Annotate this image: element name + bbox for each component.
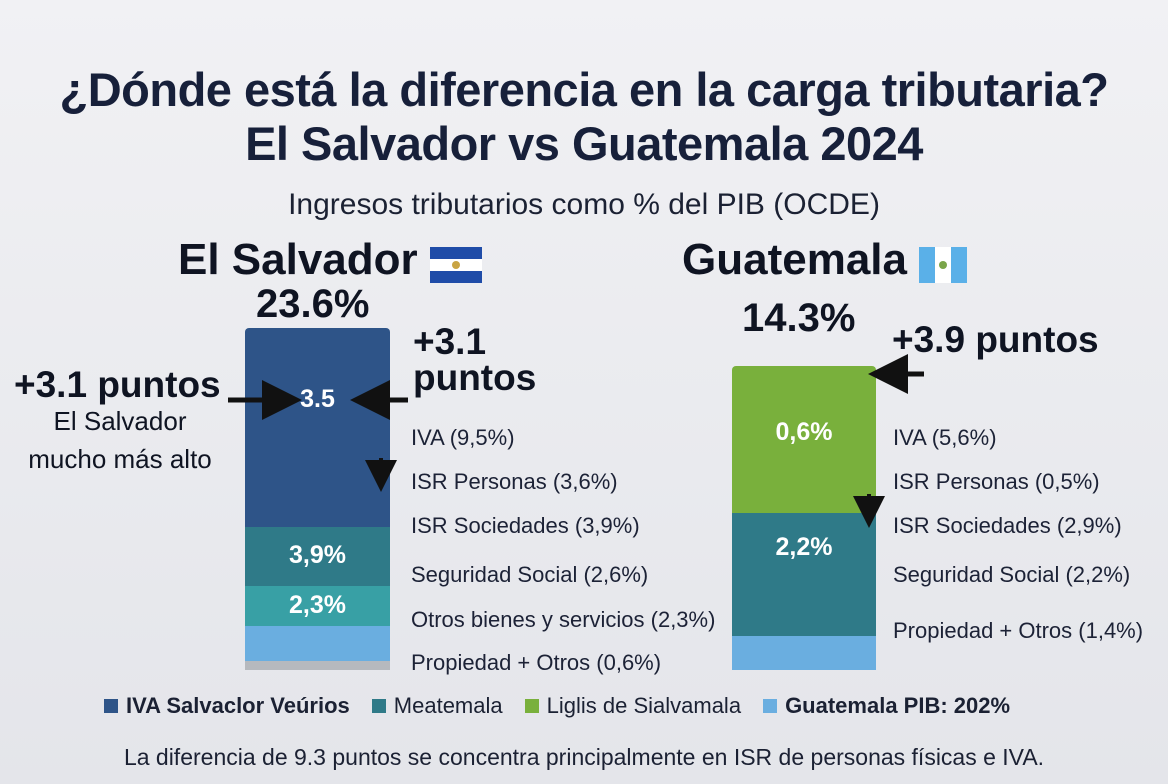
category-label: ISR Sociedades (3,9%)	[411, 513, 640, 538]
country-name-guatemala: Guatemala	[682, 235, 968, 285]
legend-label: IVA Salvaclor Veúrios	[126, 693, 350, 718]
category-label: ISR Personas (0,5%)	[893, 469, 1100, 494]
legend-item: Meatemala	[371, 693, 503, 719]
country-label-el-salvador: El Salvador	[178, 235, 418, 284]
annotation-left-text-2: mucho más alto	[28, 444, 212, 474]
total-el-salvador: 23.6%	[256, 282, 370, 326]
category-label: Seguridad Social (2,2%)	[893, 562, 1131, 587]
bar-segment	[245, 660, 390, 670]
category-label: IVA (9,5%)	[411, 425, 515, 450]
bar-segment: 0,6%	[732, 365, 876, 502]
guatemala-flag-icon	[919, 244, 968, 284]
el-salvador-flag-icon	[429, 244, 482, 284]
bar-segment-label: 3,9%	[289, 541, 346, 570]
annotation-es-right-2: puntos	[413, 357, 537, 398]
category-label: Seguridad Social (2,6%)	[411, 562, 649, 587]
legend-label: Guatemala PIB: 202%	[785, 693, 1011, 718]
legend-item: Liglis de Sialvamala	[524, 693, 742, 719]
legend-item: Guatemala PIB: 202%	[763, 693, 1010, 719]
bar-segment-label: 2,3%	[289, 590, 346, 619]
bar-segment: 2,3%	[245, 585, 390, 626]
category-label: Propiedad + Otros (0,6%)	[411, 650, 662, 675]
bar-segment: 2,2%	[732, 512, 876, 584]
category-label: ISR Sociedades (2,9%)	[893, 513, 1122, 538]
legend-label: Liglis de Sialvamala	[546, 693, 742, 718]
category-label: Otros bienes y servicios (2,3%)	[411, 607, 716, 632]
annotation-left-points: +3.1 puntos	[14, 364, 221, 405]
legend-label: Meatemala	[393, 693, 503, 718]
legend-item: IVA Salvaclor Veúrios	[104, 693, 350, 719]
chart-subtitle: Ingresos tributarios como % del PIB (OCD…	[288, 188, 880, 221]
annotation-es-right-1: +3.1	[413, 321, 487, 362]
legend-swatch	[763, 699, 778, 713]
legend-swatch	[104, 699, 118, 713]
chart-footnote: La diferencia de 9.3 puntos se concentra…	[123, 744, 1045, 770]
category-label: ISR Personas (3,6%)	[411, 469, 618, 494]
bar-segment-label: 0,6%	[775, 418, 833, 447]
chart-title-line-2: El Salvador vs Guatemala 2024	[245, 117, 923, 170]
legend-swatch	[524, 699, 539, 713]
bar-segment	[245, 625, 390, 661]
stacked-bar-guatemala: 2,2% 0,6%	[732, 365, 876, 670]
category-label: Propiedad + Otros (1,4%)	[893, 618, 1144, 643]
stacked-bar-el-salvador: 2,3% 3,9% 3.5	[245, 327, 390, 670]
bar-segment-label: 3.5	[300, 384, 335, 413]
annotation-gt-right: +3.9 puntos	[892, 319, 1099, 360]
bar-segment	[732, 500, 876, 514]
chart-title-line-1: ¿Dónde está la diferencia en la carga tr…	[59, 63, 1110, 116]
annotation-left-text-1: El Salvador	[53, 406, 187, 436]
legend-swatch	[371, 699, 386, 713]
total-guatemala: 14.3%	[742, 296, 856, 340]
bar-segment	[732, 635, 876, 670]
chart-legend: IVA Salvaclor Veúrios Meatemala Liglis d…	[104, 693, 1010, 719]
bar-segment	[732, 582, 876, 637]
bar-segment-label: 2,2%	[775, 532, 833, 561]
country-name-el-salvador: El Salvador	[178, 235, 482, 285]
bar-segment: 3,9%	[245, 526, 390, 587]
category-label: IVA (5,6%)	[893, 425, 997, 450]
country-label-guatemala: Guatemala	[682, 235, 907, 284]
